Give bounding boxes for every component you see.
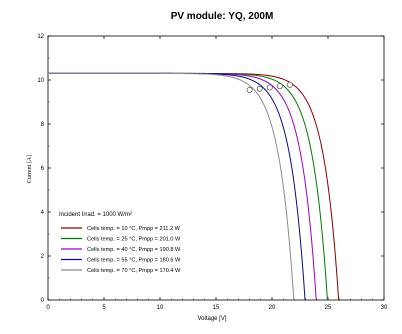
y-tick-label: 0 (41, 298, 45, 304)
y-tick-label: 4 (41, 210, 45, 216)
y-tick-label: 6 (41, 166, 45, 172)
x-tick-label: 25 (325, 305, 332, 311)
legend-label-5: Cells temp. = 70 °C, Pmpp = 170.4 W (87, 268, 181, 274)
y-axis-label: Current [A] (27, 155, 33, 183)
plot-layer: 0 5 10 15 20 25 30 0 2 4 6 8 10 12 (37, 34, 388, 311)
mpp-marker-1 (287, 81, 293, 88)
mpp-marker-5 (246, 87, 253, 93)
x-axis-label: Voltage [V] (197, 316, 226, 322)
iv-curve-series-2 (48, 72, 328, 301)
iv-curve-series-4 (48, 72, 306, 301)
y-tick-label: 8 (41, 122, 45, 128)
x-tick-label: 10 (157, 305, 164, 311)
mpp-marker-4 (256, 85, 263, 92)
legend-label-4: Cells temp. = 55 °C, Pmpp = 180.6 W (87, 258, 181, 264)
x-tick-label: 20 (269, 305, 276, 311)
x-tick-label: 15 (213, 305, 220, 311)
x-tick-label: 30 (381, 305, 388, 311)
legend: Incident Irrad. = 1000 W/m² Cells temp. … (59, 212, 181, 274)
chart-title: PV module: YQ, 200M (171, 11, 274, 22)
legend-label-1: Cells temp. = 10 °C, Pmpp = 211.2 W (87, 226, 181, 232)
x-tick-label: 5 (102, 305, 106, 311)
mpp-marker-3 (266, 84, 273, 91)
mpp-marker-2 (276, 83, 283, 90)
legend-label-2: Cells temp. = 25 °C, Pmpp = 201.0 W (87, 237, 181, 243)
iv-curve-series-5 (48, 72, 295, 301)
legend-title: Incident Irrad. = 1000 W/m² (59, 212, 132, 218)
legend-label-3: Cells temp. = 40 °C, Pmpp = 190.8 W (87, 247, 181, 253)
x-tick-label: 0 (46, 305, 50, 311)
y-tick-label: 10 (37, 78, 44, 84)
y-tick-label: 12 (37, 34, 44, 40)
y-tick-label: 2 (41, 254, 45, 260)
